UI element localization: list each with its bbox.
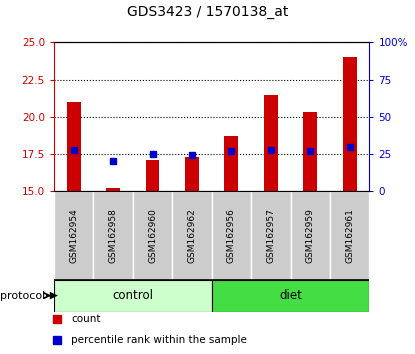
Bar bbox=[303, 112, 317, 191]
Bar bbox=[264, 95, 278, 191]
Text: GDS3423 / 1570138_at: GDS3423 / 1570138_at bbox=[127, 5, 288, 19]
Bar bbox=[54, 191, 93, 280]
Text: GSM162957: GSM162957 bbox=[266, 208, 275, 263]
Text: GSM162960: GSM162960 bbox=[148, 208, 157, 263]
Bar bbox=[251, 191, 290, 280]
Bar bbox=[54, 280, 212, 312]
Text: GSM162959: GSM162959 bbox=[306, 208, 315, 263]
Bar bbox=[330, 191, 369, 280]
Bar bbox=[67, 102, 81, 191]
Bar bbox=[106, 188, 120, 191]
Text: count: count bbox=[71, 314, 101, 324]
Text: percentile rank within the sample: percentile rank within the sample bbox=[71, 335, 247, 345]
Text: diet: diet bbox=[279, 289, 302, 302]
Bar bbox=[343, 57, 356, 191]
Text: protocol: protocol bbox=[0, 291, 46, 301]
Text: control: control bbox=[112, 289, 153, 302]
Bar bbox=[212, 280, 369, 312]
Text: GSM162962: GSM162962 bbox=[188, 208, 196, 263]
Bar bbox=[133, 191, 172, 280]
Bar bbox=[172, 191, 212, 280]
Bar bbox=[146, 160, 159, 191]
Bar bbox=[185, 157, 199, 191]
Bar bbox=[225, 136, 238, 191]
Text: GSM162956: GSM162956 bbox=[227, 208, 236, 263]
Bar bbox=[93, 191, 133, 280]
Bar bbox=[212, 191, 251, 280]
Bar bbox=[290, 191, 330, 280]
Text: GSM162961: GSM162961 bbox=[345, 208, 354, 263]
Text: GSM162958: GSM162958 bbox=[109, 208, 117, 263]
Text: GSM162954: GSM162954 bbox=[69, 208, 78, 263]
